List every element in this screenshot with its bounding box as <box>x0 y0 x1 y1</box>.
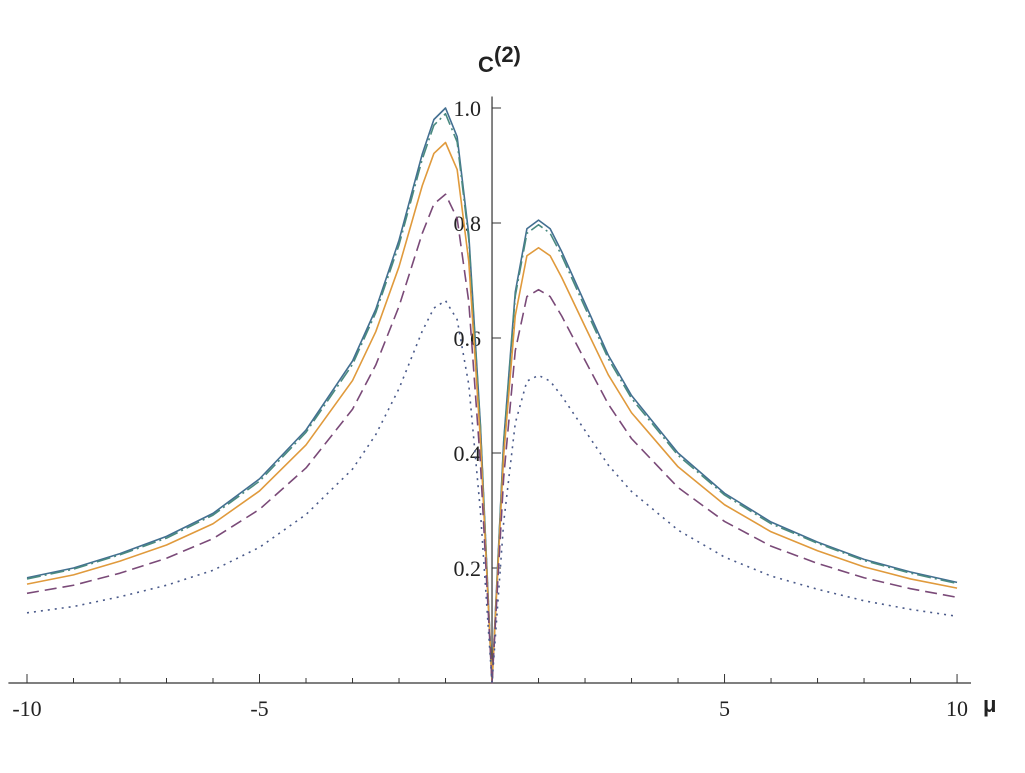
y-tick-label: 0.6 <box>454 326 482 351</box>
series-line <box>26 112 958 684</box>
x-axis-label: μ <box>983 692 996 717</box>
y-axis-label-sup: (2) <box>494 42 521 67</box>
x-tick-label: -10 <box>12 696 41 721</box>
x-tick-label: 5 <box>719 696 730 721</box>
y-tick-label: 0.2 <box>454 556 482 581</box>
series-line <box>26 193 958 684</box>
x-tick-label: -5 <box>250 696 268 721</box>
y-tick-label: 1.0 <box>454 96 482 121</box>
x-tick-label: 10 <box>946 696 968 721</box>
y-axis-label: C <box>478 52 494 77</box>
y-tick-label: 0.4 <box>454 441 482 466</box>
